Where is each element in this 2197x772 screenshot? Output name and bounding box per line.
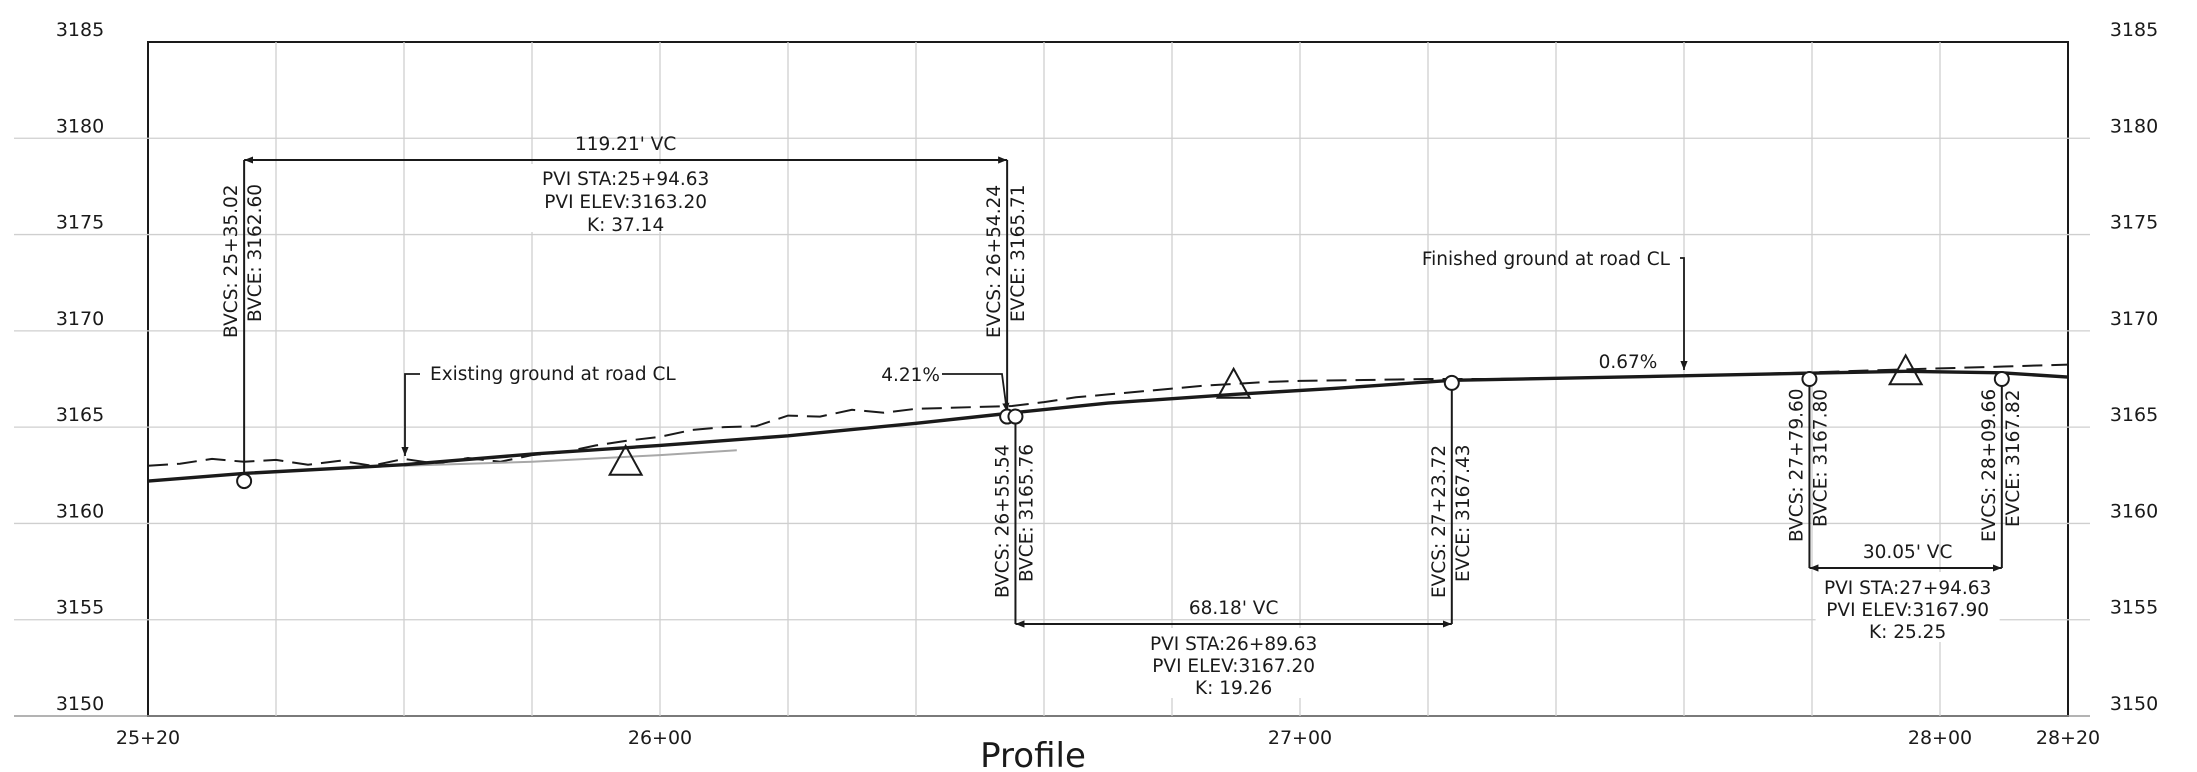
x-tick-label: 27+00 — [1268, 727, 1332, 749]
vc1-evce-label: EVCE: 3165.71 — [1008, 184, 1029, 322]
y-tick-label-left: 3165 — [56, 404, 104, 426]
y-tick-label-right: 3160 — [2110, 500, 2158, 522]
grade-label-2: 0.67% — [1599, 352, 1658, 373]
vc-point-marker — [1007, 408, 1024, 425]
vc1-label-mask — [510, 164, 741, 232]
finished-ground-callout: Finished ground at road CL — [1422, 249, 1671, 270]
vc2-evce-label: EVCE: 3167.43 — [1453, 444, 1474, 582]
vc1-length-label: 119.21' VC — [575, 134, 676, 155]
vc2-pvi-elev-label: PVI ELEV:3167.20 — [1152, 656, 1315, 677]
y-tick-label-left: 3160 — [56, 500, 104, 522]
y-tick-label-left: 3170 — [56, 308, 104, 330]
vc2-label-mask — [1128, 628, 1339, 698]
pvi-triangle — [1887, 353, 1924, 386]
grade-label-1-leader — [942, 373, 1010, 413]
y-tick-label-left: 3185 — [56, 19, 104, 41]
vc3-label-mask — [1815, 572, 2000, 642]
vc3-length-label: 30.05' VC — [1863, 542, 1953, 563]
grade-label-1: 4.21% — [881, 365, 940, 386]
y-tick-label-left: 3180 — [56, 115, 104, 137]
existing-ground-leader — [401, 373, 420, 456]
y-tick-label-right: 3185 — [2110, 19, 2158, 41]
vc1-pvi-elev-label: PVI ELEV:3163.20 — [544, 192, 707, 213]
vc3-evcs-label: EVCS: 28+09.66 — [1979, 389, 2000, 542]
y-tick-label-right: 3150 — [2110, 693, 2158, 715]
vc-point-marker — [1993, 371, 2010, 387]
vc1-pvi-sta-label: PVI STA:25+94.63 — [542, 169, 709, 190]
x-tick-label: 25+20 — [116, 727, 180, 749]
x-tick-label: 28+00 — [1908, 727, 1972, 749]
y-tick-label-left: 3155 — [56, 597, 104, 619]
y-tick-label-right: 3155 — [2110, 597, 2158, 619]
x-tick-label: 28+20 — [2036, 727, 2100, 749]
chart-title: Profile — [980, 736, 1086, 772]
pvi-triangle — [607, 443, 644, 476]
vc3-evce-label: EVCE: 3167.82 — [2003, 389, 2024, 527]
vc3-k-label: K: 25.25 — [1869, 622, 1946, 643]
gray-reference-line — [403, 449, 737, 467]
vc2-bvce-label: BVCE: 3165.76 — [1016, 444, 1037, 582]
y-tick-label-right: 3165 — [2110, 404, 2158, 426]
vc2-length-label: 68.18' VC — [1189, 598, 1279, 619]
finished-ground-line — [147, 369, 2069, 483]
vc2-k-label: K: 19.26 — [1195, 678, 1272, 699]
vc2-evcs-label: EVCS: 27+23.72 — [1429, 445, 1450, 598]
vc3-pvi-elev-label: PVI ELEV:3167.90 — [1826, 600, 1989, 621]
vc3-bvce-label: BVCE: 3167.80 — [1810, 389, 1831, 527]
vc3-bvcs-label: BVCS: 27+79.60 — [1786, 388, 1807, 542]
vc1-bvce-label: BVCE: 3162.60 — [245, 184, 266, 322]
vc3-pvi-sta-label: PVI STA:27+94.63 — [1824, 578, 1991, 599]
x-tick-label: 26+00 — [628, 727, 692, 749]
finished-ground-leader — [1680, 257, 1688, 370]
y-tick-label-right: 3180 — [2110, 115, 2158, 137]
y-tick-label-right: 3170 — [2110, 308, 2158, 330]
vc2-pvi-sta-label: PVI STA:26+89.63 — [1150, 634, 1317, 655]
y-tick-label-left: 3150 — [56, 693, 104, 715]
vc-point-marker — [1801, 371, 1818, 387]
vc2-bvcs-label: BVCS: 26+55.54 — [992, 444, 1013, 598]
y-tick-label-left: 3175 — [56, 212, 104, 234]
y-tick-label-right: 3175 — [2110, 212, 2158, 234]
existing-ground-callout: Existing ground at road CL — [430, 364, 676, 385]
vc1-k-label: K: 37.14 — [587, 215, 664, 236]
vc1-bvcs-label: BVCS: 25+35.02 — [221, 184, 242, 338]
pvi-triangle — [1215, 366, 1252, 399]
vc-point-marker — [1443, 374, 1460, 391]
vc-point-marker — [236, 473, 253, 490]
vc1-evcs-label: EVCS: 26+54.24 — [984, 185, 1005, 338]
